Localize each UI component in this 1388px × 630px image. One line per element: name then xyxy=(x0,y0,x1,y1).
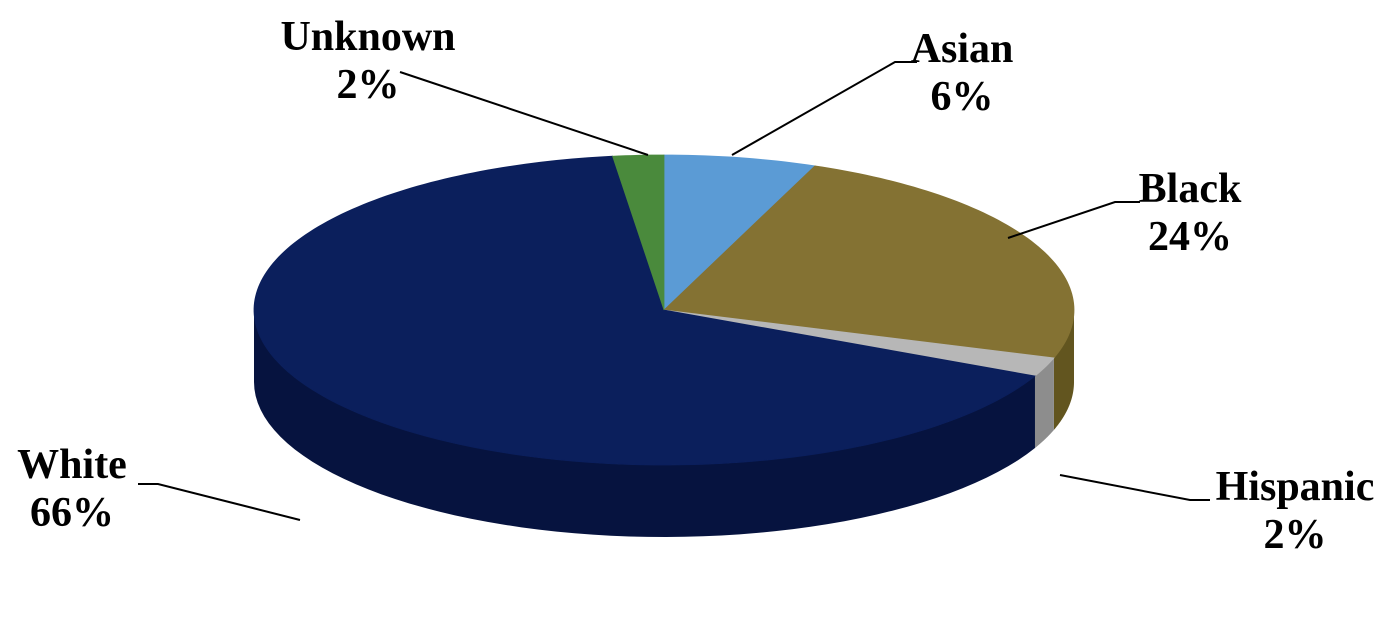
slice-label-white: White xyxy=(17,442,127,488)
slice-label-asian: Asian xyxy=(911,26,1014,72)
pie-top-layer xyxy=(253,154,1075,466)
slice-label-hispanic: Hispanic xyxy=(1216,464,1375,510)
leader-line-unknown xyxy=(399,71,649,156)
slice-value-unknown: 2% xyxy=(337,62,400,108)
pie-side-white xyxy=(254,310,1035,537)
leader-lines xyxy=(138,61,1210,521)
slice-value-hispanic: 2% xyxy=(1264,512,1327,558)
leader-line-asian xyxy=(731,61,917,156)
pie-labels: Asian6%Black24%Hispanic2%White66%Unknown… xyxy=(17,14,1374,558)
pie-side-layer xyxy=(254,310,1074,537)
pie-slice-hispanic xyxy=(663,309,1055,377)
slice-value-black: 24% xyxy=(1148,214,1232,260)
pie-side-hispanic xyxy=(1034,357,1054,448)
leader-line-black xyxy=(1007,201,1140,239)
leader-line-hispanic xyxy=(1059,474,1210,501)
leader-line-white xyxy=(138,483,301,521)
pie-slice-white xyxy=(253,155,1036,466)
pie-slice-black xyxy=(663,165,1075,359)
slice-label-black: Black xyxy=(1139,166,1242,212)
pie-slice-unknown xyxy=(612,154,665,311)
slice-value-white: 66% xyxy=(30,490,114,536)
pie-side-black xyxy=(1053,310,1074,430)
slice-value-asian: 6% xyxy=(931,74,994,120)
slice-label-unknown: Unknown xyxy=(280,14,455,60)
pie-slice-asian xyxy=(663,154,816,311)
